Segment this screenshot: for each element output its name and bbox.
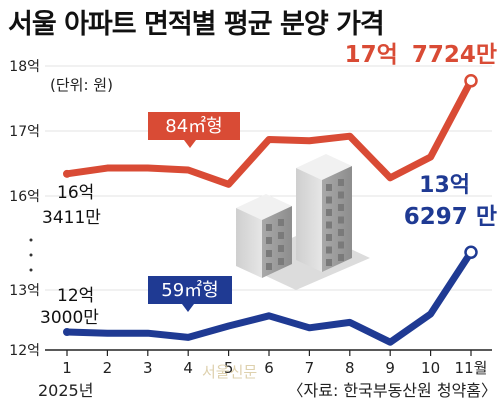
series-line-59 (63, 248, 475, 346)
legend-label-59: 59㎡형 (161, 279, 218, 301)
end-value-label-84: 17억 7724만 (345, 42, 497, 68)
series-line-84 (63, 77, 475, 188)
start-value-label-84-line2: 3411만 (42, 208, 101, 228)
apartment-buildings-illustration (236, 154, 370, 290)
axis-break-dots (29, 238, 33, 272)
x-tick-label: 5 (224, 359, 234, 377)
year-label: 2025년 (38, 381, 93, 400)
end-value-label-59-number: 6297 (404, 204, 468, 230)
x-tick-label: 10 (421, 359, 440, 377)
legend-callout-84: 84㎡형 (148, 112, 240, 148)
end-value-label-84-part1: 17억 (345, 42, 398, 68)
start-value-label-59-line1: 12억 (57, 286, 94, 306)
y-tick-label: 18억 (9, 59, 40, 75)
series-layer (63, 74, 478, 346)
axes: 12억 13억 16억 17억 18억 1 2 3 4 5 6 7 8 9 10 11월 (9, 59, 492, 377)
x-tick-label: 11월 (455, 359, 488, 377)
y-tick-label: 16억 (9, 189, 40, 205)
source-note: 〈자료: 한국부동산원 청약홈〉 (288, 381, 497, 400)
end-value-label-84-part2: 7724만 (412, 42, 497, 68)
end-value-label-59-unit: 만 (476, 204, 497, 230)
x-tick-label: 1 (62, 359, 72, 377)
legend-callout-59: 59㎡형 (148, 276, 232, 312)
x-tick-label: 7 (305, 359, 315, 377)
x-tick-label: 9 (385, 359, 395, 377)
end-value-label-59-line1: 13억 (419, 173, 470, 198)
data-point-end (464, 74, 478, 88)
x-tick-label: 6 (264, 359, 274, 377)
chart-title: 서울 아파트 면적별 평균 분양 가격 (8, 9, 385, 40)
x-tick-label: 3 (143, 359, 153, 377)
x-tick-label: 8 (345, 359, 355, 377)
legend-label-84: 84㎡형 (165, 115, 222, 137)
data-point-start (63, 328, 71, 336)
data-point-start (63, 169, 71, 178)
start-value-label-84-line1: 16억 (57, 183, 94, 203)
y-tick-label: 12억 (9, 343, 40, 359)
x-tick-label: 2 (103, 359, 113, 377)
y-tick-label: 17억 (9, 124, 40, 140)
x-tick-label: 4 (183, 359, 193, 377)
unit-note: (단위: 원) (50, 76, 113, 94)
start-value-label-59-line2: 3000만 (40, 308, 99, 328)
data-point-end (464, 245, 478, 259)
y-tick-label: 13억 (9, 283, 40, 299)
watermark: 서울신문 (202, 363, 257, 381)
end-value-label-59-line2: 6297 만 (404, 204, 497, 230)
